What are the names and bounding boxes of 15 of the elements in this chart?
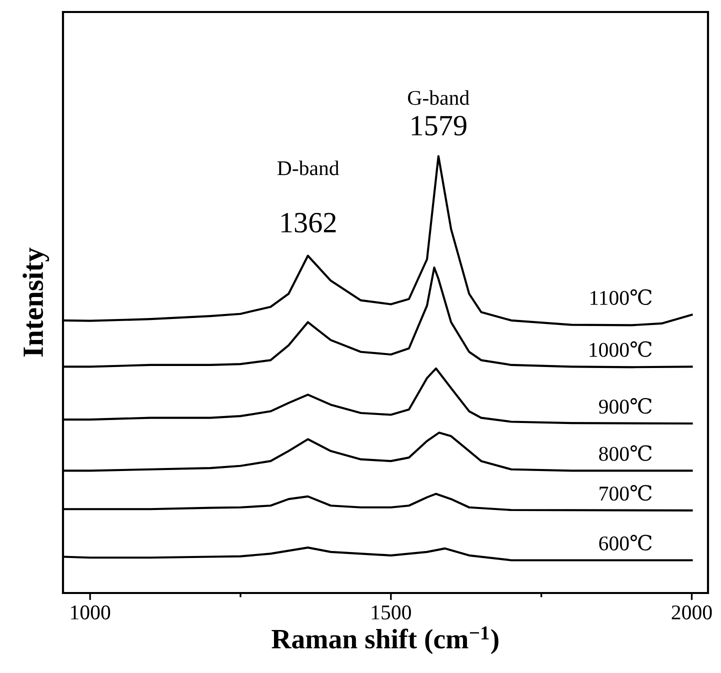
annotation: D-band [277,160,340,176]
y-axis-title: Intensity [22,248,50,357]
x-tick-label: 1500 [372,605,411,620]
series-label: 600℃ [599,534,652,551]
text: G-band [408,90,470,105]
annotation: 1362 [282,212,336,233]
series-label: 1000℃ [590,341,652,358]
series-label: 1100℃ [590,289,652,306]
x-tick-label: 1000 [71,605,110,620]
x-axis-title: Raman shift (cm$^{−1}$) [272,626,498,654]
series-label: 800℃ [599,445,652,461]
text: 1579 [412,116,466,136]
series-label: 900℃ [598,398,652,414]
series-label: 700℃ [600,484,652,501]
x-tick-label: 2000 [672,605,712,620]
